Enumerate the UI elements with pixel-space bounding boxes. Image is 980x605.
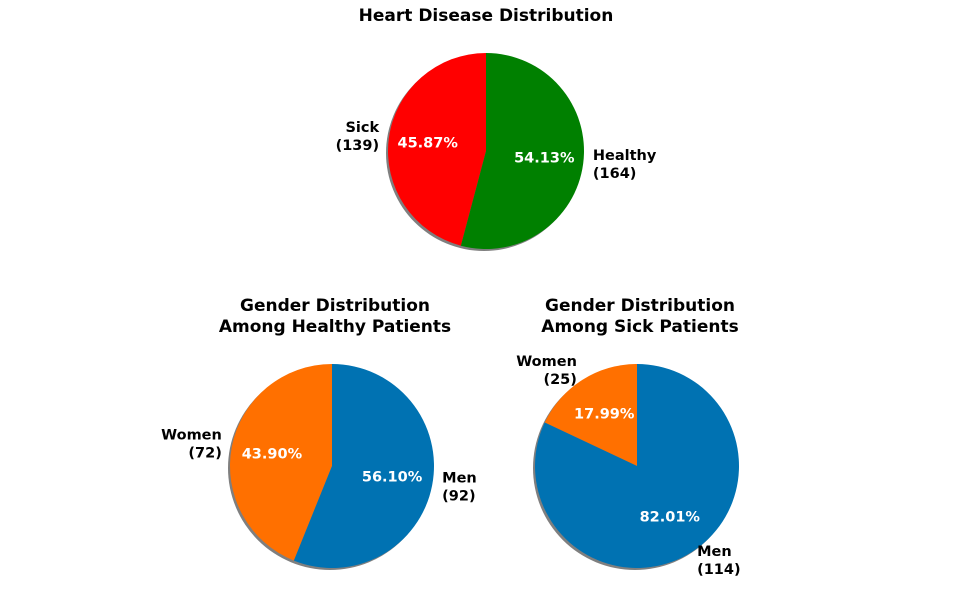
pie-slice-women: [544, 364, 637, 466]
outer-label-healthy: Healthy (164): [593, 148, 657, 182]
pct-label-sick: 45.87%: [397, 135, 458, 151]
sick-gender-pie: Gender Distribution Among Sick Patients 17…: [516, 296, 740, 578]
chart-title: Heart Disease Distribution: [359, 6, 614, 26]
outer-label-sick: Sick (139): [336, 120, 380, 154]
outer-label-women: Women (25): [516, 354, 577, 388]
outer-label-men: Men (114): [697, 544, 741, 578]
pct-label-women: 17.99%: [574, 406, 635, 422]
pie-slice-men: [534, 364, 739, 569]
pie-slice-sick: [387, 53, 486, 246]
pct-label-healthy: 54.13%: [514, 151, 575, 167]
outer-label-men: Men (92): [442, 470, 477, 504]
pct-label-men: 56.10%: [362, 470, 423, 486]
chart-title: Gender Distribution Among Sick Patients: [541, 296, 738, 337]
pie-slice-healthy: [460, 53, 584, 249]
pct-label-women: 43.90%: [242, 446, 303, 462]
chart-title: Gender Distribution Among Healthy Patient…: [219, 296, 451, 337]
heart-disease-pie: Heart Disease Distribution 45.87% Sick (139…: [336, 6, 657, 251]
outer-label-women: Women (72): [161, 428, 222, 462]
healthy-gender-pie: Gender Distribution Among Healthy Patient…: [161, 296, 477, 570]
pie-slice-women: [230, 364, 332, 561]
pct-label-men: 82.01%: [640, 510, 701, 526]
pie-slice-men: [293, 364, 435, 568]
